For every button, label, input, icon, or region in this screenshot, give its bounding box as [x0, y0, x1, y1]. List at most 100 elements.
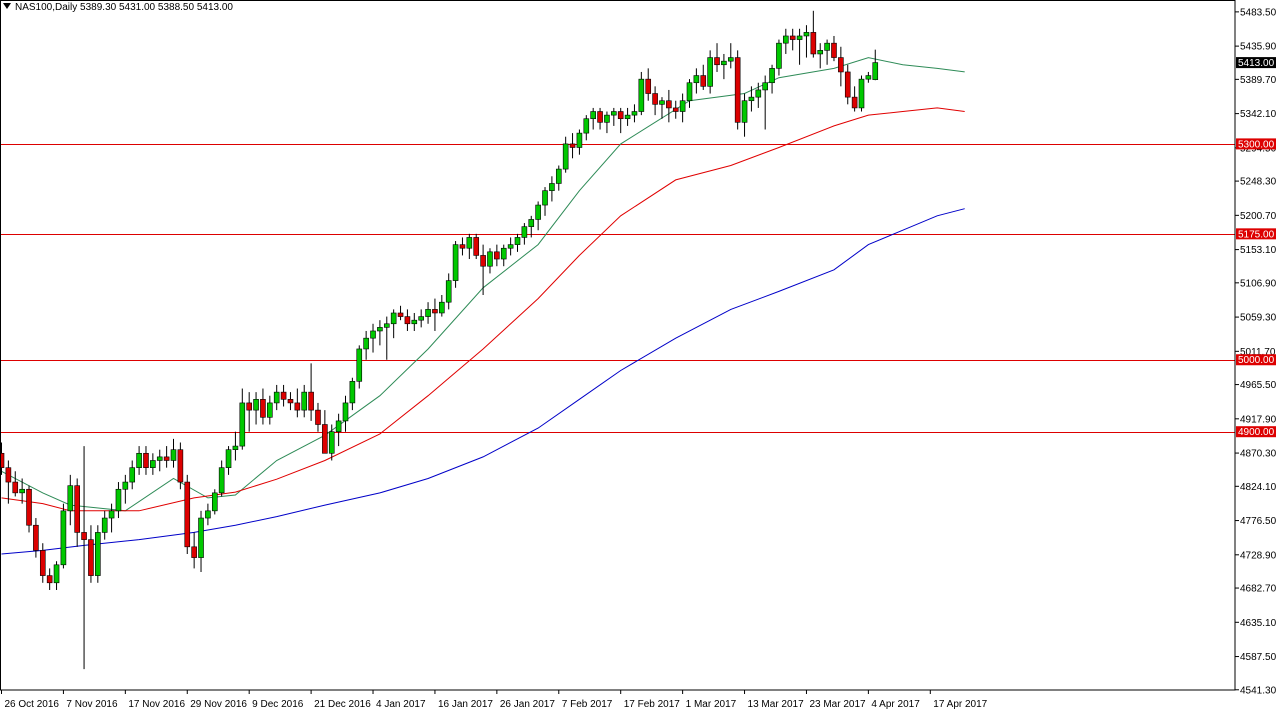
candle[interactable] [322, 410, 328, 454]
candle[interactable] [617, 107, 624, 134]
candle[interactable] [611, 107, 617, 126]
candle[interactable] [445, 273, 452, 310]
candle[interactable] [33, 518, 39, 558]
candle[interactable] [652, 86, 658, 116]
candle[interactable] [810, 10, 817, 58]
candle[interactable] [521, 223, 528, 245]
candle[interactable] [26, 485, 32, 533]
candle[interactable] [659, 97, 665, 119]
candle[interactable] [666, 89, 672, 123]
candle[interactable] [487, 248, 493, 274]
candle[interactable] [686, 79, 693, 108]
candle[interactable] [872, 49, 879, 81]
candle[interactable] [831, 35, 837, 62]
candle[interactable] [562, 136, 569, 173]
candle[interactable] [638, 71, 645, 116]
candle[interactable] [163, 446, 170, 468]
candle[interactable] [46, 568, 53, 590]
candle[interactable] [143, 446, 149, 475]
candle[interactable] [342, 395, 349, 432]
candle[interactable] [473, 233, 480, 260]
candle[interactable] [576, 129, 583, 155]
candle[interactable] [425, 302, 431, 324]
candle[interactable] [597, 107, 603, 130]
candle[interactable] [19, 478, 25, 504]
candle[interactable] [679, 93, 686, 123]
candle[interactable] [280, 384, 287, 407]
candle[interactable] [390, 309, 397, 339]
candle[interactable] [191, 532, 197, 569]
candle[interactable] [549, 176, 555, 202]
candle[interactable] [590, 107, 596, 130]
candle[interactable] [198, 510, 204, 573]
candle[interactable] [542, 187, 548, 216]
candle[interactable] [370, 323, 376, 353]
candle[interactable] [328, 424, 335, 461]
candle[interactable] [12, 471, 19, 497]
candle[interactable] [418, 309, 424, 328]
candle[interactable] [287, 392, 294, 411]
candle[interactable] [604, 111, 610, 134]
candle[interactable] [432, 298, 438, 331]
candle[interactable] [39, 543, 46, 583]
candle[interactable] [397, 305, 404, 321]
candle[interactable] [769, 64, 775, 94]
candle[interactable] [755, 82, 762, 108]
candle[interactable] [500, 244, 507, 267]
candle[interactable] [101, 510, 108, 540]
candle[interactable] [858, 75, 865, 112]
candle[interactable] [494, 244, 500, 267]
candle[interactable] [555, 165, 562, 191]
candle[interactable] [528, 215, 535, 238]
candle[interactable] [349, 377, 356, 411]
candle[interactable] [335, 413, 342, 447]
candle[interactable] [246, 392, 252, 432]
candle[interactable] [404, 309, 411, 331]
candle[interactable] [383, 316, 390, 360]
candle[interactable] [53, 561, 60, 590]
candle[interactable] [308, 363, 314, 421]
candle[interactable] [184, 474, 191, 555]
candle[interactable] [115, 482, 122, 519]
candle[interactable] [156, 449, 163, 472]
candle[interactable] [851, 86, 858, 112]
candle[interactable] [721, 53, 727, 80]
candle[interactable] [67, 474, 74, 526]
candle[interactable] [838, 46, 844, 87]
candle[interactable] [177, 442, 184, 490]
candle[interactable] [205, 503, 211, 526]
candle[interactable] [466, 233, 473, 260]
candle[interactable] [108, 503, 115, 533]
candle[interactable] [301, 384, 308, 418]
candle[interactable] [5, 460, 12, 504]
candle[interactable] [267, 395, 273, 425]
candle[interactable] [439, 294, 445, 317]
candle[interactable] [583, 115, 590, 141]
candle[interactable] [569, 133, 576, 159]
candle[interactable] [88, 525, 94, 583]
candle[interactable] [535, 201, 541, 231]
candle[interactable] [459, 237, 466, 256]
candle[interactable] [452, 241, 459, 288]
candle[interactable] [377, 320, 383, 346]
candle[interactable] [672, 100, 679, 119]
candle[interactable] [817, 43, 824, 69]
candle[interactable] [232, 431, 239, 461]
candle[interactable] [803, 25, 810, 58]
candle[interactable] [789, 28, 796, 51]
candle[interactable] [136, 446, 142, 475]
candle[interactable] [741, 93, 748, 137]
candle[interactable] [150, 453, 156, 475]
candle[interactable] [356, 345, 363, 389]
candle[interactable] [225, 446, 232, 475]
candle[interactable] [727, 43, 734, 69]
candle[interactable] [411, 312, 418, 331]
candle[interactable] [122, 474, 129, 504]
candle[interactable] [81, 446, 87, 670]
candle[interactable] [865, 71, 872, 83]
candle[interactable] [514, 233, 521, 252]
candle[interactable] [693, 68, 700, 94]
candle[interactable] [776, 39, 782, 76]
candle[interactable] [218, 460, 225, 497]
